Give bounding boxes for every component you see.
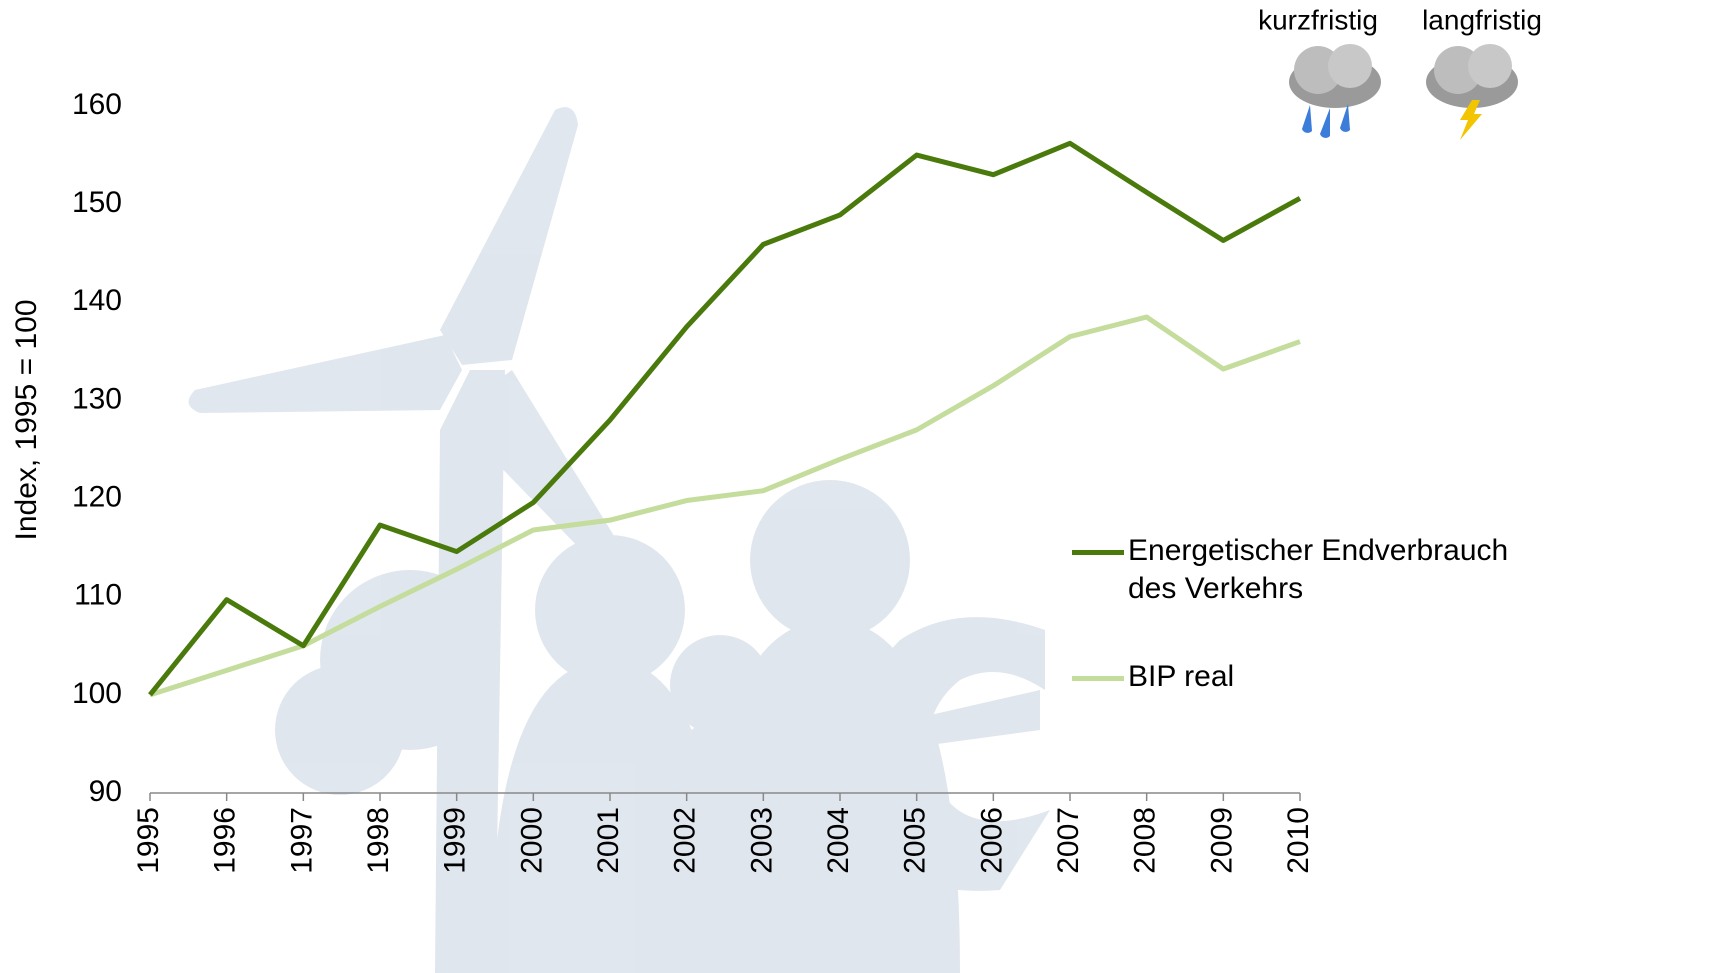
legend-entry: BIP real <box>1072 658 1558 696</box>
y-tick-label: 120 <box>72 480 122 513</box>
x-tick-label: 2002 <box>669 807 702 874</box>
x-tick-label: 2010 <box>1282 807 1315 874</box>
x-tick-label: 1997 <box>285 807 318 874</box>
legend-swatch <box>1072 676 1124 681</box>
x-tick-label: 2004 <box>822 807 855 874</box>
x-tick-label: 2007 <box>1052 807 1085 874</box>
legend-swatch <box>1072 550 1124 555</box>
x-tick-label: 2005 <box>899 807 932 874</box>
thunder-cloud-icon <box>1426 44 1518 140</box>
x-tick-label: 1995 <box>132 807 165 874</box>
x-tick-label: 2003 <box>745 807 778 874</box>
y-tick-label: 90 <box>89 775 122 808</box>
y-tick-label: 110 <box>74 579 122 612</box>
x-tick-label: 1998 <box>362 807 395 874</box>
y-tick-label: 140 <box>72 284 122 317</box>
y-tick-label: 130 <box>72 382 122 415</box>
legend: Energetischer Endverbrauch des Verkehrs B… <box>1072 532 1558 746</box>
x-tick-label: 2001 <box>592 807 625 874</box>
y-axis-label: Index, 1995 = 100 <box>10 299 43 540</box>
y-tick-label: 160 <box>72 88 122 121</box>
outlook-label: kurzfristig <box>1258 4 1378 35</box>
x-tick-label: 2000 <box>515 807 548 874</box>
x-tick-label: 2008 <box>1129 807 1162 874</box>
x-tick-label: 1996 <box>209 807 242 874</box>
y-tick-label: 150 <box>72 186 122 219</box>
legend-label: Energetischer Endverbrauch des Verkehrs <box>1128 534 1508 605</box>
outlook-label: langfristig <box>1422 4 1542 35</box>
page: 90 100 110 120 130 140 150 160 1995 1996 1997 1998 1… <box>0 0 1713 973</box>
rain-cloud-icon <box>1289 44 1381 138</box>
x-tick-label: 1999 <box>439 807 472 874</box>
legend-label: BIP real <box>1128 660 1234 693</box>
x-tick-label: 2009 <box>1205 807 1238 874</box>
y-tick-label: 100 <box>72 677 122 710</box>
chart: 90 100 110 120 130 140 150 160 1995 1996 1997 1998 1… <box>0 0 1713 973</box>
legend-entry: Energetischer Endverbrauch des Verkehrs <box>1072 532 1558 608</box>
x-tick-label: 2006 <box>975 807 1008 874</box>
